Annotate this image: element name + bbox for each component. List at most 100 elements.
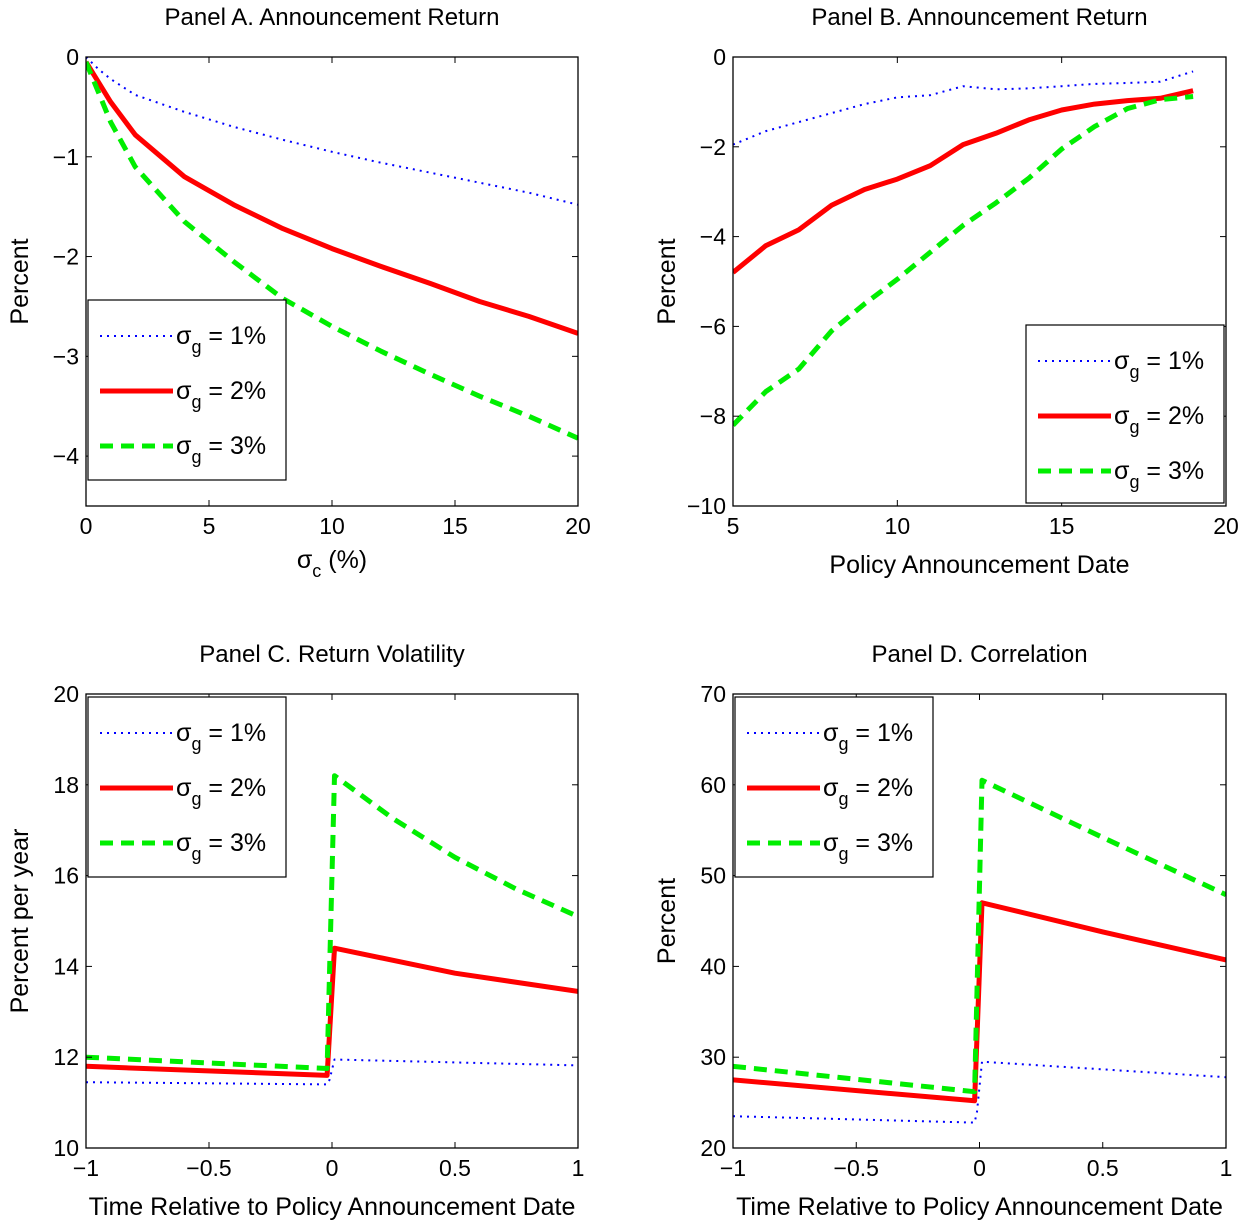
legend-entry-symbol: σ <box>176 432 192 460</box>
legend-entry-symbol: σ <box>823 829 839 857</box>
y-tick-label: −1 <box>53 144 79 170</box>
legend-entry: σg = 1% <box>1114 347 1204 382</box>
y-tick-label: −3 <box>53 343 79 369</box>
legend-entry-subscript: g <box>191 337 201 357</box>
series-line-solid <box>733 88 1194 275</box>
legend-entry-subscript: g <box>191 844 201 864</box>
y-tick-label: 10 <box>53 1135 79 1161</box>
x-axis-label-rest: (%) <box>321 546 367 574</box>
legend: σg = 1%σg = 2%σg = 3% <box>87 696 287 878</box>
legend: σg = 1%σg = 2%σg = 3% <box>1025 324 1225 504</box>
y-tick-label: −4 <box>53 443 79 469</box>
y-axis-label: Percent <box>653 878 681 964</box>
x-tick-label: 15 <box>442 513 468 539</box>
x-axis-label: Policy Announcement Date <box>829 551 1129 579</box>
chart-title: Panel B. Announcement Return <box>811 4 1147 31</box>
legend-entry-rest: = 2% <box>1139 402 1204 430</box>
legend-entry-symbol: σ <box>176 774 192 802</box>
legend-entry-subscript: g <box>838 734 848 754</box>
y-tick-label: 18 <box>53 772 79 798</box>
series-line-dashed <box>733 777 1226 1095</box>
legend-entry-subscript: g <box>1129 472 1139 492</box>
x-axis-label: Time Relative to Policy Announcement Dat… <box>89 1193 576 1221</box>
legend-entry-rest: = 1% <box>848 719 913 747</box>
y-tick-label: −6 <box>700 313 726 339</box>
legend-entry-rest: = 2% <box>201 774 266 802</box>
legend-entry: σg = 3% <box>1114 457 1204 492</box>
y-tick-label: 16 <box>53 863 79 889</box>
legend: σg = 1%σg = 2%σg = 3% <box>734 696 934 878</box>
legend-entry-rest: = 2% <box>201 377 266 405</box>
y-tick-label: 20 <box>700 1135 726 1161</box>
x-tick-label: 0 <box>326 1155 339 1181</box>
series-line-dotted <box>733 70 1194 146</box>
y-tick-label: −8 <box>700 403 726 429</box>
legend-entry: σg = 3% <box>176 432 266 467</box>
legend-entry: σg = 1% <box>176 322 266 357</box>
legend-entry: σg = 1% <box>176 719 266 754</box>
y-tick-label: 14 <box>53 953 79 979</box>
legend-entry-subscript: g <box>838 844 848 864</box>
y-tick-label: −4 <box>700 224 726 250</box>
legend-entry: σg = 2% <box>823 774 913 809</box>
x-tick-label: 20 <box>1213 513 1239 539</box>
legend-entry-rest: = 3% <box>848 829 913 857</box>
series-line-solid <box>86 945 578 1078</box>
panel-d: −1 −0.5 0 0.5 1 20 30 40 50 60 70 Panel D. Correlat… <box>653 641 1232 1221</box>
x-tick-label: 20 <box>565 513 591 539</box>
axes-frame <box>732 56 1227 507</box>
legend-entry-subscript: g <box>191 392 201 412</box>
legend-entry-rest: = 3% <box>201 829 266 857</box>
x-tick-label: −1 <box>73 1155 99 1181</box>
x-tick-label: 0 <box>80 513 93 539</box>
x-tick-label: 0.5 <box>1087 1155 1119 1181</box>
x-tick-label: 0.5 <box>439 1155 471 1181</box>
legend-entry-subscript: g <box>838 789 848 809</box>
legend-entry-rest: = 3% <box>1139 457 1204 485</box>
legend-entry: σg = 2% <box>176 774 266 809</box>
panel-b: 5 10 15 20 0 −2 −4 −6 −8 −10 Panel B. Announcement… <box>653 4 1239 579</box>
y-tick-label: 60 <box>700 772 726 798</box>
series-line-solid <box>86 60 578 336</box>
panel-a: 0 5 10 15 20 0 −1 −2 −3 −4 Panel A. Announcement R… <box>6 4 591 581</box>
chart-title: Panel D. Correlation <box>871 641 1087 668</box>
y-axis-label: Percent per year <box>6 829 34 1014</box>
legend-entry-symbol: σ <box>176 719 192 747</box>
chart-title: Panel C. Return Volatility <box>199 641 464 668</box>
series-line-solid <box>733 900 1226 1104</box>
x-tick-label: 10 <box>319 513 345 539</box>
legend-entry-subscript: g <box>1129 362 1139 382</box>
y-tick-label: 0 <box>66 44 79 70</box>
series-line-dashed <box>86 61 578 441</box>
legend-entry-symbol: σ <box>176 829 192 857</box>
series-line-dashed <box>86 773 578 1071</box>
y-axis-label: Percent <box>6 238 34 324</box>
x-axis-label: Time Relative to Policy Announcement Dat… <box>736 1193 1223 1221</box>
legend-entry-rest: = 1% <box>201 322 266 350</box>
legend-entry-rest: = 2% <box>848 774 913 802</box>
series-line-dashed <box>733 94 1194 427</box>
y-tick-label: −10 <box>687 493 726 519</box>
legend-entry-symbol: σ <box>1114 347 1130 375</box>
y-tick-label: −2 <box>700 134 726 160</box>
legend-entry-rest: = 3% <box>201 432 266 460</box>
legend-entry: σg = 3% <box>176 829 266 864</box>
series-line-dotted <box>86 1058 578 1086</box>
x-tick-label: 1 <box>572 1155 585 1181</box>
legend-entry-subscript: g <box>1129 417 1139 437</box>
legend-entry-symbol: σ <box>1114 402 1130 430</box>
legend-entry-subscript: g <box>191 734 201 754</box>
legend-entry-symbol: σ <box>823 719 839 747</box>
x-tick-label: −1 <box>720 1155 746 1181</box>
chart-title: Panel A. Announcement Return <box>165 4 500 31</box>
x-tick-label: −0.5 <box>834 1155 879 1181</box>
legend-entry: σg = 2% <box>1114 402 1204 437</box>
legend-entry: σg = 1% <box>823 719 913 754</box>
legend-entry: σg = 3% <box>823 829 913 864</box>
legend: σg = 1%σg = 2%σg = 3% <box>87 299 287 481</box>
legend-entry-subscript: g <box>191 447 201 467</box>
y-tick-label: 40 <box>700 953 726 979</box>
x-tick-label: 0 <box>973 1155 986 1181</box>
series-line-dotted <box>733 1060 1226 1124</box>
y-axis-label: Percent <box>653 238 681 324</box>
